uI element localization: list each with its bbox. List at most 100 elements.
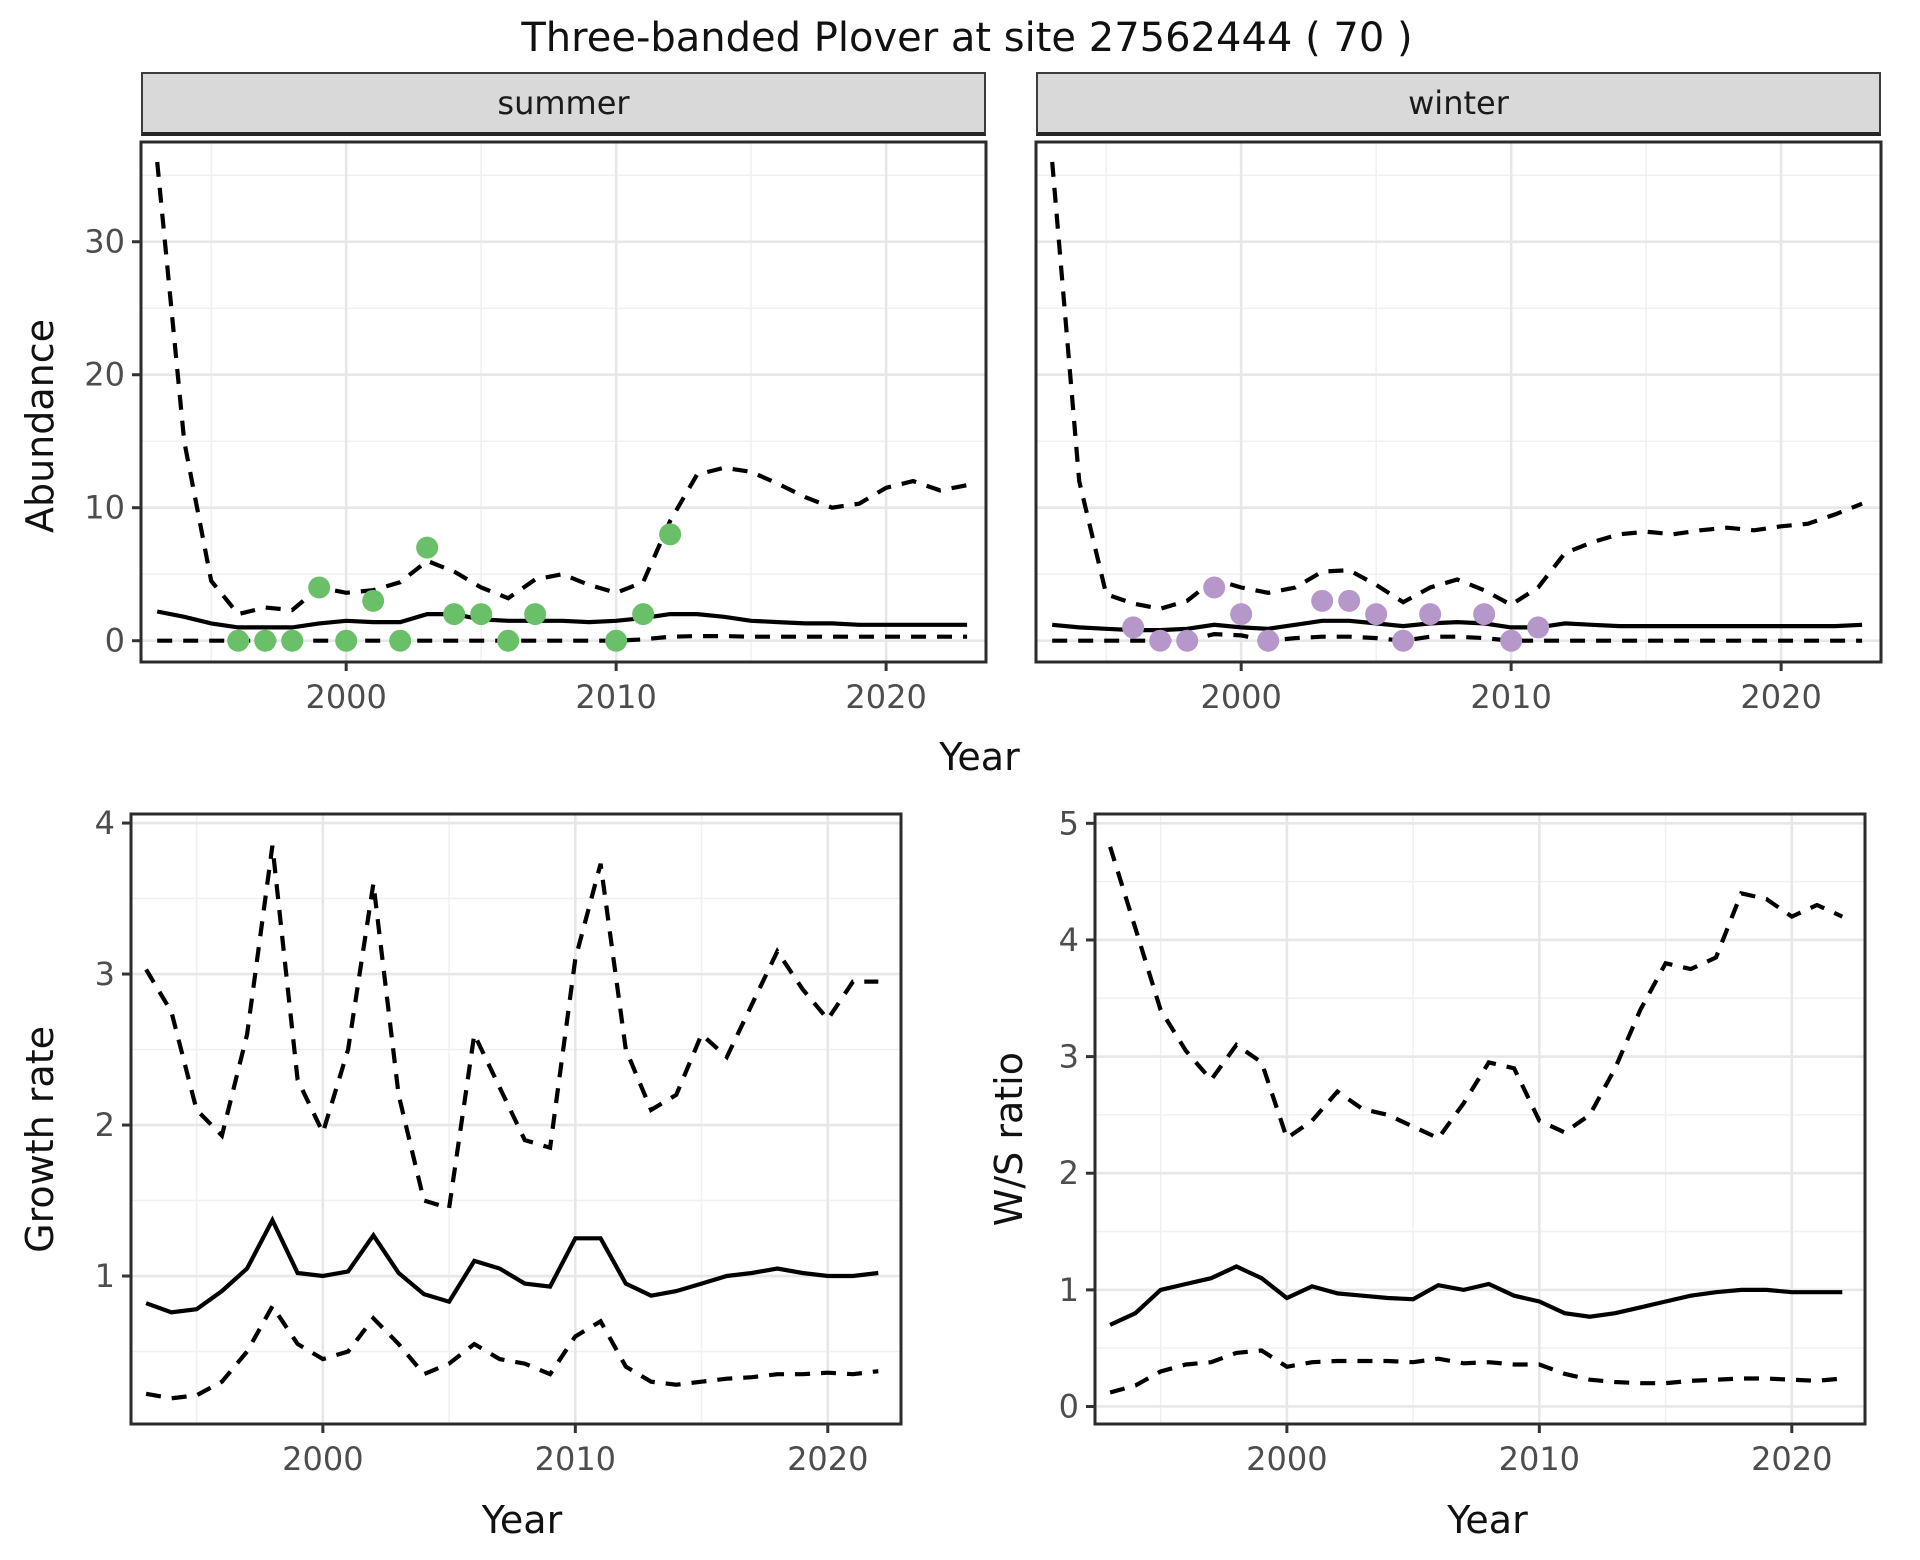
abundance-facets: summer 2000 2010 2020 0 10 20 30 winter 2000 20… (66, 72, 1893, 780)
facet-summer: summer 2000 2010 2020 0 10 20 30 (66, 72, 994, 734)
x-tick-label: 2020 (787, 1440, 868, 1478)
observation-point (1527, 616, 1550, 639)
observation-point (1365, 603, 1388, 626)
panel-border (1093, 812, 1867, 1426)
facet-strip-winter-label: winter (1408, 84, 1509, 122)
observation-point (1149, 629, 1172, 652)
grid-minor (1095, 814, 1865, 1424)
growth-rate-block: Growth rate 2000 2010 2020 1 2 3 4 Year (14, 806, 913, 1546)
observation-point (1473, 603, 1496, 626)
y-tick-label: 5 (1059, 806, 1079, 842)
median-line (1109, 1264, 1843, 1327)
growth-rate-chart: 2000 2010 2020 1 2 3 4 (95, 806, 903, 1478)
y-tick-label: 0 (105, 622, 125, 660)
observation-point (497, 629, 520, 652)
grid-minor (141, 142, 986, 662)
observation-point (308, 576, 331, 599)
abundance-axis-label: Abundance (18, 318, 62, 534)
x-tick-label: 2000 (1200, 678, 1281, 716)
y-tick-label: 1 (1059, 1271, 1079, 1309)
observation-point (524, 603, 547, 626)
observation-point (1311, 589, 1334, 612)
y-tick-label: 30 (84, 223, 125, 261)
derived-metrics-row: Growth rate 2000 2010 2020 1 2 3 4 Year W/S ra… (14, 806, 1920, 1546)
x-tick-label: 2000 (1246, 1440, 1327, 1478)
y-tick-label: 3 (1059, 1038, 1079, 1076)
observation-point (1203, 576, 1226, 599)
x-tick-label: 2020 (1740, 678, 1821, 716)
upper-ci-line (1108, 846, 1844, 1142)
median-line (145, 1215, 879, 1315)
panel-background (1036, 142, 1881, 662)
observation-point (1338, 589, 1361, 612)
panel-background (141, 142, 986, 662)
growth-axis-label-column: Growth rate (14, 806, 66, 1546)
ws-axis-label: W/S ratio (987, 1051, 1031, 1227)
y-tick-label: 10 (84, 489, 125, 527)
observation-point (227, 629, 250, 652)
upper-ci-line (1050, 161, 1863, 611)
figure-title: Three-banded Plover at site 27562444 ( 7… (521, 15, 1413, 61)
axis-ticks: 2000 2010 2020 1 2 3 4 (95, 806, 869, 1478)
ws-x-axis-label: Year (1447, 1498, 1528, 1542)
upper-ci-line (155, 161, 968, 617)
axis-ticks: 2000 2010 2020 0 10 20 30 (84, 223, 927, 716)
abundance-summer-chart: 2000 2010 2020 0 10 20 30 (84, 140, 988, 716)
x-tick-label: 2010 (1470, 678, 1551, 716)
ws-axis-label-column: W/S ratio (983, 806, 1035, 1546)
lower-ci-line (145, 1302, 879, 1401)
observation-point (416, 536, 439, 559)
abundance-winter-chart: 2000 2010 2020 (1034, 140, 1883, 716)
panel-border (129, 812, 903, 1426)
facet-winter: winter 2000 2010 2020 (1028, 72, 1893, 734)
observation-point (443, 603, 466, 626)
axis-ticks: 2000 2010 2020 0 1 2 3 4 5 (1059, 806, 1833, 1478)
facet-strip-summer: summer (141, 72, 986, 136)
lower-ci-line (1109, 1348, 1843, 1395)
x-tick-label: 2000 (305, 678, 386, 716)
growth-axis-label: Growth rate (18, 1025, 62, 1253)
abundance-row: Abundance summer 2000 2010 2020 0 10 20 30 win… (14, 72, 1920, 780)
y-tick-label: 0 (1059, 1388, 1079, 1426)
observation-point (659, 523, 682, 546)
observation-point (470, 603, 493, 626)
observation-point (389, 629, 412, 652)
panel-border (1034, 140, 1883, 664)
median-line (1051, 618, 1863, 633)
observation-point (1500, 629, 1523, 652)
observation-point (362, 589, 385, 612)
x-tick-label: 2010 (1499, 1440, 1580, 1478)
observation-point (605, 629, 628, 652)
observation-point (281, 629, 304, 652)
x-tick-label: 2000 (282, 1440, 363, 1478)
panel-background (1095, 814, 1865, 1424)
observation-points (227, 523, 682, 652)
x-tick-label: 2010 (535, 1440, 616, 1478)
abundance-x-axis-label: Year (939, 735, 1020, 779)
x-tick-label: 2010 (575, 678, 656, 716)
observation-point (254, 629, 277, 652)
axis-ticks: 2000 2010 2020 (1200, 662, 1822, 716)
observation-points (1122, 576, 1550, 652)
y-tick-label: 4 (95, 806, 115, 842)
observation-point (1419, 603, 1442, 626)
y-tick-label: 4 (1059, 921, 1079, 959)
x-tick-label: 2020 (845, 678, 926, 716)
observation-point (632, 603, 655, 626)
observation-point (1257, 629, 1280, 652)
series-lines (1108, 846, 1844, 1395)
upper-ci-line (144, 845, 879, 1211)
facet-strip-winter: winter (1036, 72, 1881, 136)
y-tick-label: 2 (1059, 1154, 1079, 1192)
observation-point (1122, 616, 1145, 639)
median-line (156, 609, 968, 630)
y-tick-label: 1 (95, 1257, 115, 1295)
ws-ratio-block: W/S ratio 2000 2010 2020 0 1 2 3 4 5 Year (983, 806, 1880, 1546)
grid-major (1095, 814, 1865, 1424)
y-tick-label: 2 (95, 1106, 115, 1144)
observation-point (1176, 629, 1199, 652)
panel-border (139, 140, 988, 664)
grid-major (131, 814, 901, 1424)
y-tick-label: 20 (84, 356, 125, 394)
